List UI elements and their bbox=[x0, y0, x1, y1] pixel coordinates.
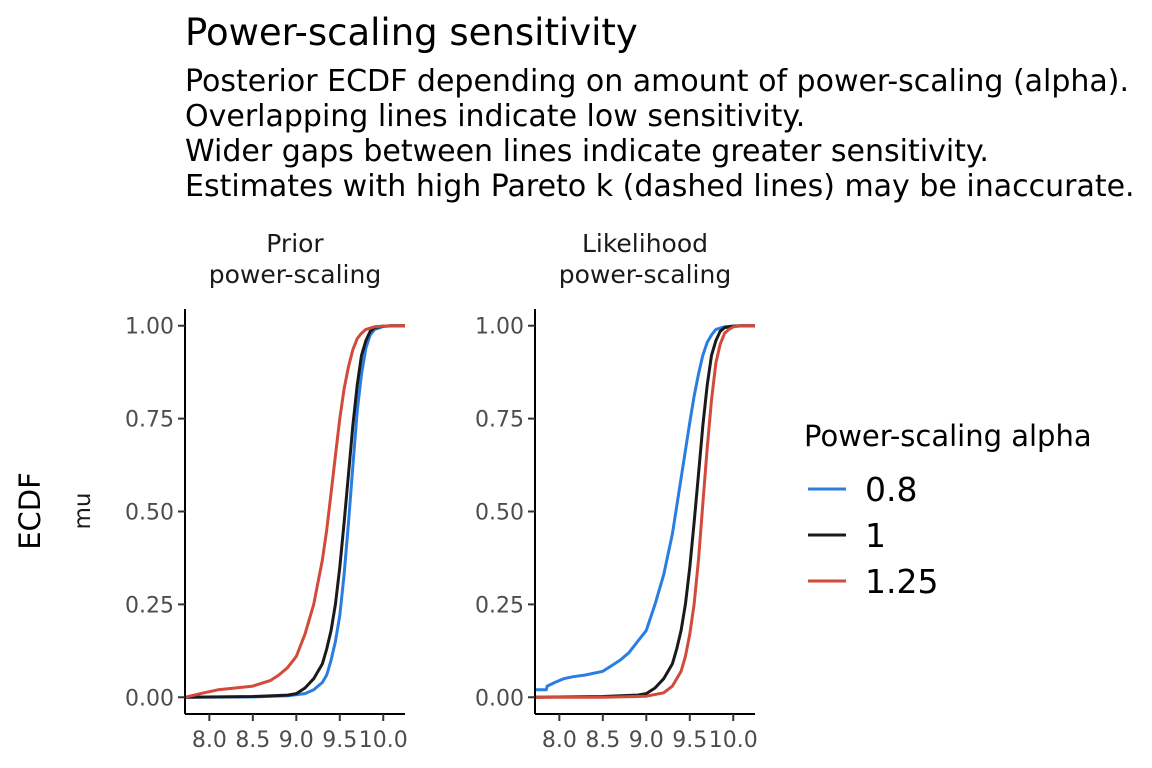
chart-subtitle-line-1: Posterior ECDF depending on amount of po… bbox=[185, 64, 1129, 99]
legend: Power-scaling alpha 0.8 1 1.25 bbox=[804, 419, 1092, 601]
y-axis-label: ECDF bbox=[13, 472, 47, 550]
panel-2-x-tick-label: 9.5 bbox=[672, 728, 707, 753]
panel-1-x-tick-label: 9.0 bbox=[279, 728, 314, 753]
panel-1-line-1.25 bbox=[185, 324, 405, 699]
legend-label-0.8: 0.8 bbox=[865, 470, 917, 509]
legend-title: Power-scaling alpha bbox=[804, 419, 1092, 453]
panel-2-y-tick-label: 0.75 bbox=[475, 408, 524, 433]
row-label-mu: mu bbox=[70, 493, 96, 530]
panel-2-x-tick-label: 8.5 bbox=[585, 728, 620, 753]
panels: Priorpower-scaling0.000.250.500.751.008.… bbox=[125, 229, 758, 753]
panel-1-y-tick-label: 0.50 bbox=[125, 501, 174, 526]
panel-2-y-tick-label: 0.25 bbox=[475, 593, 524, 618]
legend-item-1: 1 bbox=[808, 516, 886, 555]
panel-2-y-tick-label: 0.50 bbox=[475, 501, 524, 526]
panel-2-x-tick-label: 8.0 bbox=[542, 728, 577, 753]
panel-1-y-tick-label: 0.75 bbox=[125, 408, 174, 433]
panel-2-line-1 bbox=[535, 324, 755, 699]
panel-1-y-tick-label: 1.00 bbox=[125, 315, 174, 340]
panel-2-x-tick-label: 10.0 bbox=[709, 728, 758, 753]
panel-2-series bbox=[535, 324, 755, 699]
panel-1-x-tick-label: 10.0 bbox=[359, 728, 408, 753]
panel-1-line-0.8 bbox=[185, 324, 405, 699]
panel-1-y-tick-label: 0.00 bbox=[125, 686, 174, 711]
panel-1-strip-label-2: power-scaling bbox=[209, 260, 381, 289]
panel-1-series bbox=[185, 324, 405, 699]
panel-1-x-tick-label: 8.0 bbox=[192, 728, 227, 753]
legend-label-1.25: 1.25 bbox=[865, 562, 938, 601]
panel-2-strip-label-2: power-scaling bbox=[559, 260, 731, 289]
panel-1-x-tick-label: 8.5 bbox=[235, 728, 270, 753]
panel-2-line-0.8 bbox=[535, 324, 755, 692]
legend-item-0.8: 0.8 bbox=[808, 470, 917, 509]
panel-2-strip-label-1: Likelihood bbox=[582, 229, 708, 258]
panel-1-y-tick-label: 0.25 bbox=[125, 593, 174, 618]
panel-2-line-1.25 bbox=[535, 324, 755, 699]
panel-2-y-tick-label: 0.00 bbox=[475, 686, 524, 711]
panel-1-strip-label-1: Prior bbox=[266, 229, 324, 258]
chart-subtitle-line-3: Wider gaps between lines indicate greate… bbox=[185, 134, 989, 169]
chart-subtitle-line-4: Estimates with high Pareto k (dashed lin… bbox=[185, 169, 1135, 204]
legend-label-1: 1 bbox=[865, 516, 886, 555]
chart-subtitle-line-2: Overlapping lines indicate low sensitivi… bbox=[185, 99, 805, 134]
panel-1-line-1 bbox=[185, 324, 405, 699]
legend-item-1.25: 1.25 bbox=[808, 562, 938, 601]
panel-1-x-tick-label: 9.5 bbox=[322, 728, 357, 753]
chart-title: Power-scaling sensitivity bbox=[185, 11, 638, 54]
panel-2-x-tick-label: 9.0 bbox=[629, 728, 664, 753]
panel-2-y-tick-label: 1.00 bbox=[475, 315, 524, 340]
